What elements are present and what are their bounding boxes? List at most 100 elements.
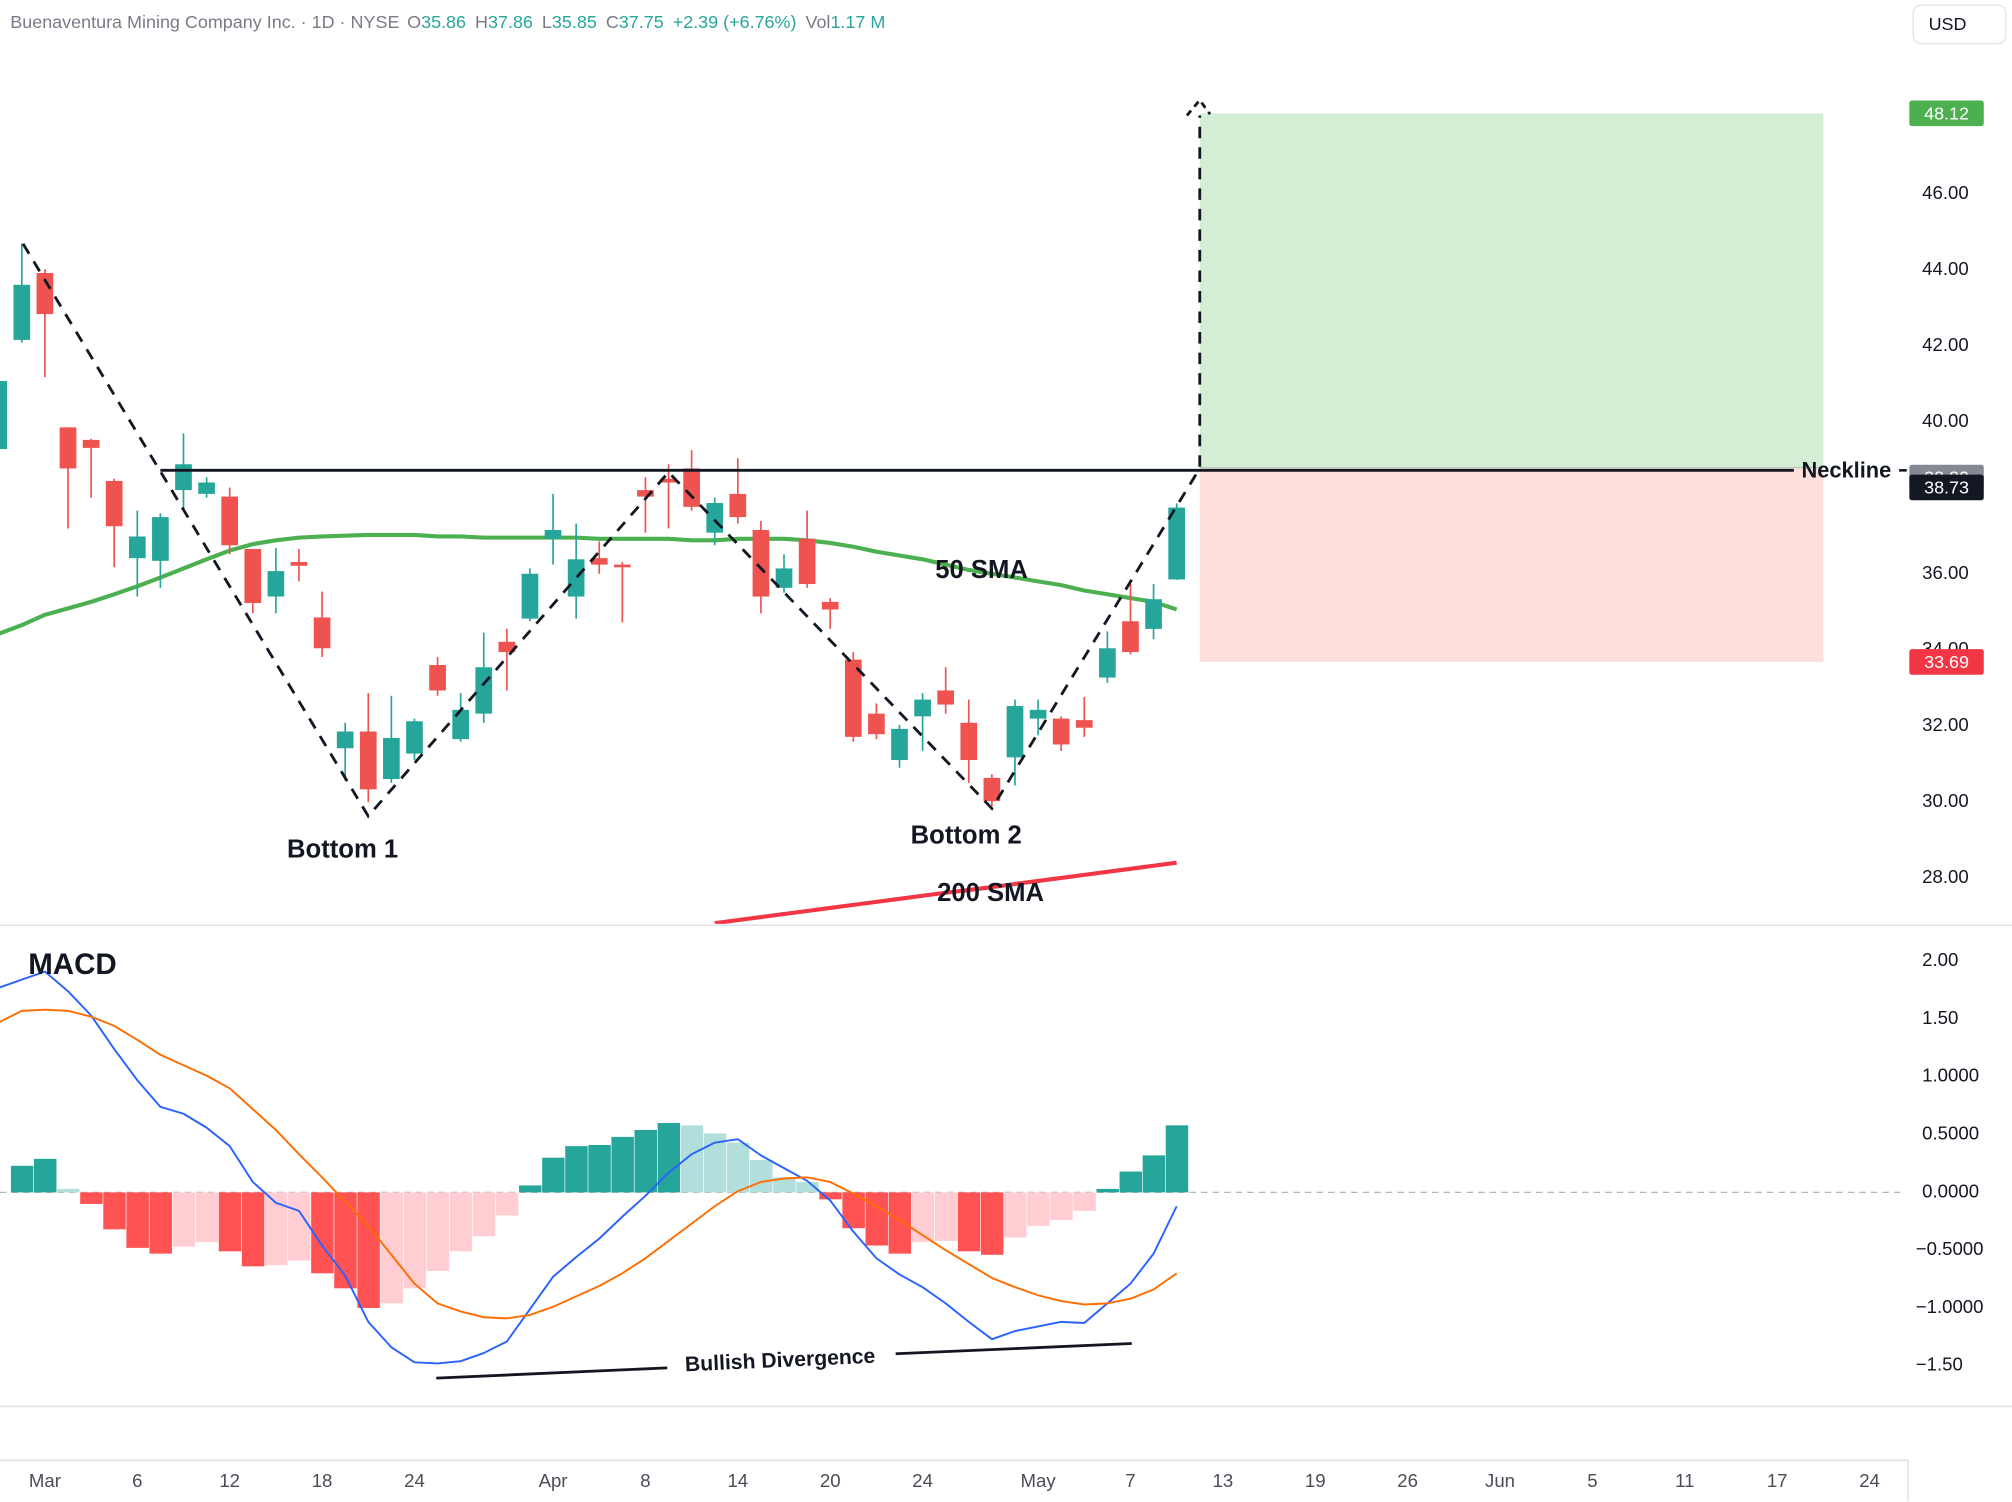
y-tick-label: −0.5000 xyxy=(1916,1238,1984,1259)
candle-body xyxy=(775,568,793,588)
header-line: Buenaventura Mining Company Inc. · 1D · … xyxy=(10,12,885,32)
y-tick-label: 46.00 xyxy=(1922,182,1969,203)
histogram-bar xyxy=(57,1188,80,1193)
neckline-price-box xyxy=(1909,474,1984,501)
candle-body xyxy=(567,559,585,597)
histogram-bar xyxy=(1073,1192,1096,1211)
currency-label[interactable]: USD xyxy=(1929,14,1967,34)
divergence-label: Bullish Divergence xyxy=(684,1345,876,1377)
candle-body xyxy=(914,699,931,717)
histogram-bar xyxy=(449,1192,473,1252)
sma-line xyxy=(0,532,1178,636)
target-arrow xyxy=(1185,97,1212,117)
candle-body xyxy=(1075,720,1093,728)
candle-body xyxy=(1168,507,1186,580)
histogram-bar xyxy=(934,1192,958,1241)
histogram-bar xyxy=(980,1192,1004,1255)
x-tick-label: 26 xyxy=(1397,1470,1418,1491)
candle-body xyxy=(637,490,654,497)
overlay: 28.0030.0032.0034.0036.0040.0042.0044.00… xyxy=(28,100,1984,1491)
ohlc-label: C xyxy=(606,12,619,32)
candle-body xyxy=(175,464,192,491)
candle-body xyxy=(729,493,747,518)
histogram-bar xyxy=(1096,1188,1119,1193)
x-tick-label: 13 xyxy=(1213,1470,1234,1491)
histogram-bar xyxy=(334,1192,357,1289)
header: Buenaventura Mining Company Inc. · 1D · … xyxy=(10,4,2007,45)
currency-button[interactable] xyxy=(1912,4,2007,45)
macd-line xyxy=(0,970,1178,1365)
target-zone xyxy=(1199,113,1824,468)
histogram-bar xyxy=(403,1192,427,1289)
histogram-bar xyxy=(172,1192,196,1247)
histogram-bar xyxy=(380,1192,403,1304)
x-tick-label: 5 xyxy=(1587,1470,1597,1491)
ohlc-label: H xyxy=(475,12,488,32)
x-tick-label: 24 xyxy=(1859,1470,1880,1491)
x-tick-label: 20 xyxy=(820,1470,841,1491)
candle-body xyxy=(983,777,1001,802)
histogram-bar xyxy=(726,1142,750,1193)
candle-body xyxy=(1052,718,1070,745)
x-tick-label: 14 xyxy=(727,1470,748,1491)
candle-body xyxy=(36,273,54,315)
pattern-label: Bottom 1 xyxy=(287,836,398,864)
histogram-bar xyxy=(911,1192,935,1243)
candle-body xyxy=(1145,599,1162,629)
candle-body xyxy=(1122,621,1139,653)
candle-body xyxy=(290,561,308,566)
histogram-bar xyxy=(634,1129,657,1193)
symbol-title: Buenaventura Mining Company Inc. · 1D · … xyxy=(10,12,399,32)
y-tick-label: 1.50 xyxy=(1922,1007,1958,1028)
histogram-bar xyxy=(588,1144,611,1193)
divergence-line xyxy=(895,1342,1132,1356)
y-tick-label: −1.50 xyxy=(1916,1354,1963,1375)
histogram-bar xyxy=(680,1125,704,1193)
histogram-bar xyxy=(241,1192,265,1267)
candle-body xyxy=(683,468,700,507)
candle-body xyxy=(406,721,423,754)
y-tick-label: 28.00 xyxy=(1922,866,1969,887)
candle-body xyxy=(937,690,955,705)
y-tick-label: 32.00 xyxy=(1922,714,1969,735)
y-tick-label: −1.0000 xyxy=(1916,1296,1984,1317)
neckline-price-label: 38.73 xyxy=(1924,477,1969,497)
panel-title: MACD xyxy=(28,948,117,981)
candle-body xyxy=(844,659,862,737)
macd-line xyxy=(0,1008,1178,1320)
histogram-bar xyxy=(103,1192,126,1230)
candle-body xyxy=(221,496,239,546)
y-tick-label: 30.00 xyxy=(1922,790,1969,811)
candle-body xyxy=(59,427,77,469)
price-panel xyxy=(0,243,1186,924)
histogram-bar xyxy=(264,1192,288,1266)
target-price-label: 48.12 xyxy=(1924,103,1969,123)
low-value: 35.85 xyxy=(552,12,597,32)
candle-body xyxy=(128,536,146,559)
candle-body xyxy=(475,667,493,714)
candle-body xyxy=(821,601,839,610)
candle-body xyxy=(452,709,469,740)
sma-label: 200 SMA xyxy=(937,879,1044,907)
candle-body xyxy=(198,482,215,494)
candle-body xyxy=(1099,648,1116,678)
sma-label: 50 SMA xyxy=(935,556,1028,584)
candle-body xyxy=(1029,709,1047,719)
volume-value: 1.17 M xyxy=(830,12,885,32)
price-zones xyxy=(1199,113,1824,662)
target-price-box xyxy=(1909,100,1984,127)
ohlc-label: L xyxy=(542,12,552,32)
macd-panel xyxy=(0,970,1902,1365)
histogram-bar xyxy=(1165,1125,1189,1193)
histogram-bar xyxy=(703,1133,727,1193)
histogram-bar xyxy=(1142,1155,1166,1193)
candle-body xyxy=(82,439,100,448)
pattern-label: Bottom 2 xyxy=(911,821,1022,849)
histogram-bar xyxy=(80,1192,103,1204)
y-tick-label: 40.00 xyxy=(1922,410,1969,431)
volume-label: Vol xyxy=(805,12,830,32)
change-value: +2.39 (+6.76%) xyxy=(673,12,797,32)
histogram-bar xyxy=(1004,1192,1027,1238)
candle-body xyxy=(152,517,169,561)
